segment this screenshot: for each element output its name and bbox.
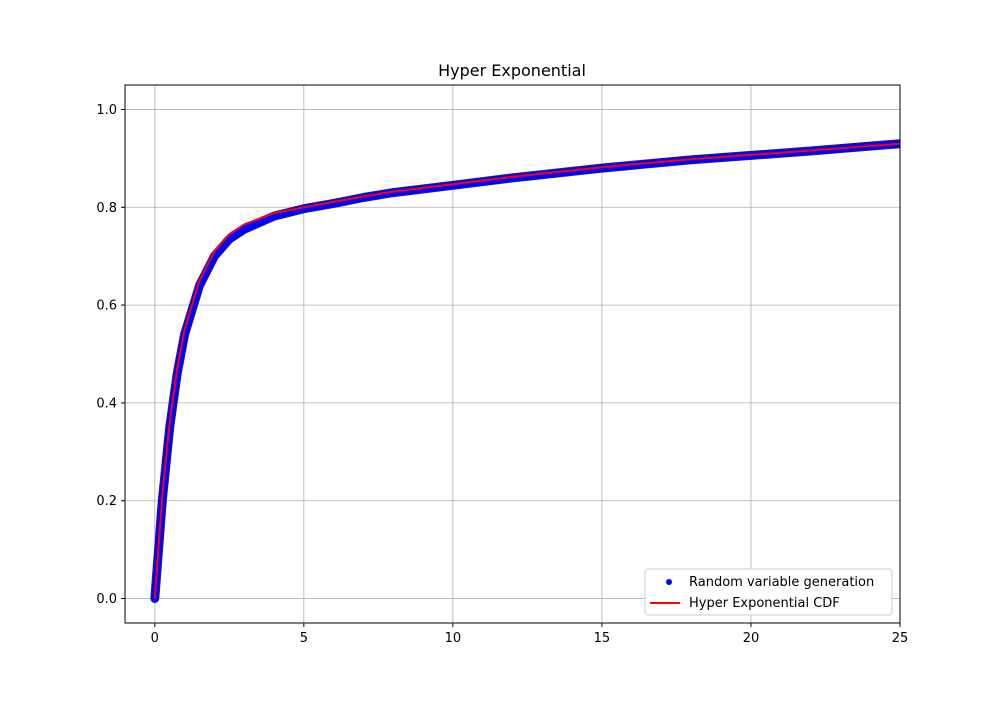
y-tick-label: 0.6	[96, 299, 117, 314]
grid-layer	[125, 85, 901, 623]
legend-label-cdf: Hyper Exponential CDF	[689, 596, 840, 611]
x-tick-label: 0	[151, 631, 159, 646]
legend-label-random-variable: Random variable generation	[689, 575, 874, 590]
y-tick-label: 1.0	[96, 103, 117, 118]
y-tick-label: 0.2	[96, 494, 117, 509]
x-tick-label: 20	[743, 631, 760, 646]
legend-marker-random-variable	[666, 579, 672, 585]
cdf-line	[153, 142, 900, 599]
x-tick-label: 25	[892, 631, 909, 646]
x-tick-label: 10	[445, 631, 462, 646]
scatter-point	[240, 225, 248, 233]
legend: Random variable generation Hyper Exponen…	[644, 568, 893, 616]
x-tick-label: 15	[594, 631, 611, 646]
scatter-point	[151, 595, 159, 603]
y-tick-label: 0.4	[96, 396, 117, 411]
y-tick-label: 0.8	[96, 201, 117, 216]
plot-layer	[150, 139, 900, 603]
scatter-band-shadow	[150, 139, 900, 603]
chart-title: Hyper Exponential	[438, 61, 586, 80]
x-tick-label: 5	[300, 631, 308, 646]
plot-frame	[124, 84, 901, 624]
scatter-band	[151, 140, 900, 602]
tick-layer: 0 5 10 15 20 25 0.0 0.2 0.4 0.6 0.8 1.0	[96, 103, 908, 646]
legend-box	[644, 568, 893, 616]
y-tick-label: 0.0	[96, 592, 117, 607]
